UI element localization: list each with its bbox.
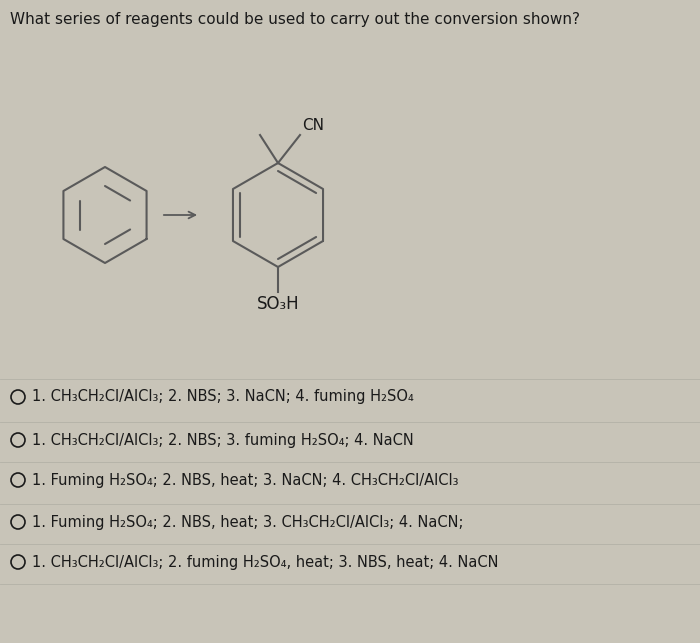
Text: 1. Fuming H₂SO₄; 2. NBS, heat; 3. CH₃CH₂Cl/AlCl₃; 4. NaCN;: 1. Fuming H₂SO₄; 2. NBS, heat; 3. CH₃CH₂…: [32, 514, 463, 529]
Text: 1. CH₃CH₂Cl/AlCl₃; 2. NBS; 3. fuming H₂SO₄; 4. NaCN: 1. CH₃CH₂Cl/AlCl₃; 2. NBS; 3. fuming H₂S…: [32, 433, 414, 448]
Text: SO₃H: SO₃H: [257, 295, 300, 313]
Text: 1. Fuming H₂SO₄; 2. NBS, heat; 3. NaCN; 4. CH₃CH₂Cl/AlCl₃: 1. Fuming H₂SO₄; 2. NBS, heat; 3. NaCN; …: [32, 473, 458, 487]
Text: CN: CN: [302, 118, 324, 133]
Text: 1. CH₃CH₂Cl/AlCl₃; 2. fuming H₂SO₄, heat; 3. NBS, heat; 4. NaCN: 1. CH₃CH₂Cl/AlCl₃; 2. fuming H₂SO₄, heat…: [32, 554, 498, 570]
Text: 1. CH₃CH₂Cl/AlCl₃; 2. NBS; 3. NaCN; 4. fuming H₂SO₄: 1. CH₃CH₂Cl/AlCl₃; 2. NBS; 3. NaCN; 4. f…: [32, 390, 414, 404]
Text: What series of reagents could be used to carry out the conversion shown?: What series of reagents could be used to…: [10, 12, 580, 27]
